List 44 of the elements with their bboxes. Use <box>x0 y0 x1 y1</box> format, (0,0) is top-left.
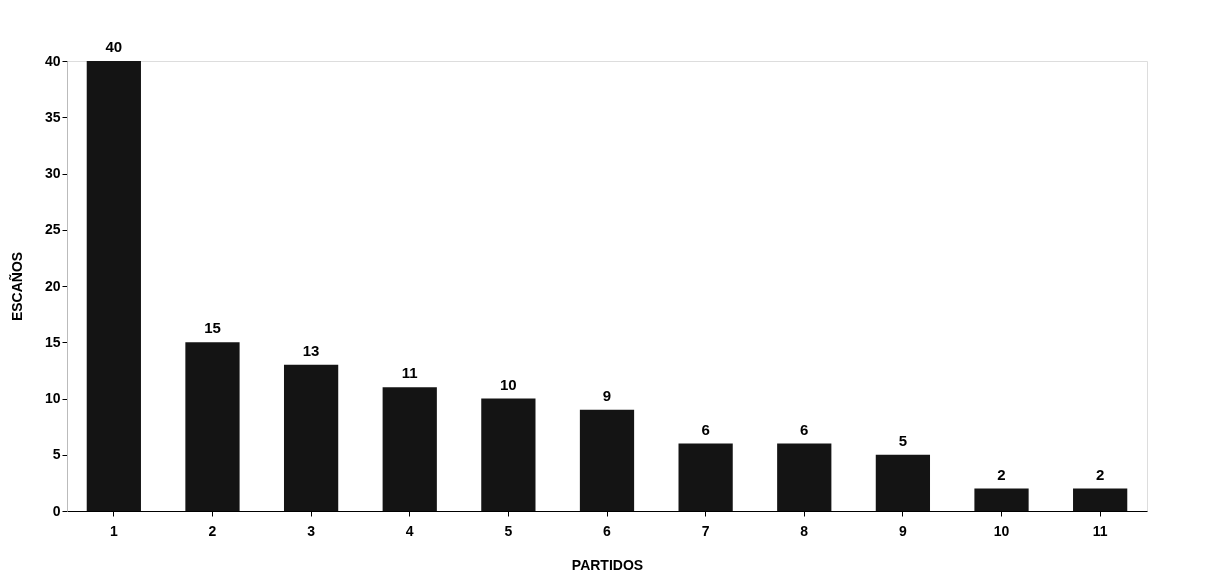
data-label: 11 <box>401 364 418 382</box>
x-tick-label: 10 <box>993 522 1010 539</box>
data-label: 40 <box>105 38 123 55</box>
y-tick-label: 35 <box>44 108 61 125</box>
bar <box>1073 488 1128 511</box>
data-label: 5 <box>898 431 908 449</box>
y-tick-label: 15 <box>44 333 61 350</box>
x-tick-label: 6 <box>603 522 612 539</box>
bar <box>777 443 832 511</box>
bar <box>382 387 437 511</box>
x-tick-label: 1 <box>109 522 118 539</box>
bar <box>481 398 536 511</box>
data-label: 2 <box>997 465 1006 483</box>
x-tick-label: 7 <box>701 522 710 539</box>
data-label: 6 <box>701 420 710 438</box>
y-tick-label: 25 <box>44 221 61 238</box>
data-label: 9 <box>602 386 612 404</box>
y-tick-label: 20 <box>44 277 61 294</box>
bar <box>283 364 339 511</box>
x-tick-label: 5 <box>504 522 513 539</box>
x-axis-title: PARTIDOS <box>571 556 644 573</box>
y-tick-label: 0 <box>52 502 61 519</box>
bar <box>875 454 931 511</box>
x-tick-label: 8 <box>800 522 809 539</box>
y-tick-label: 5 <box>52 446 61 463</box>
y-tick-label: 10 <box>44 390 61 406</box>
bar <box>974 488 1029 511</box>
bar <box>678 443 733 511</box>
bar <box>185 342 240 511</box>
bar <box>579 409 635 511</box>
y-axis-title: ESCAÑOS <box>7 251 25 322</box>
data-label: 13 <box>302 341 320 359</box>
x-tick-label: 4 <box>405 522 414 539</box>
y-tick-label: 40 <box>44 52 61 69</box>
data-label: 6 <box>800 420 809 438</box>
x-tick-label: 3 <box>307 522 316 539</box>
y-tick-label: 30 <box>44 165 61 181</box>
x-tick-label: 2 <box>208 522 217 539</box>
data-label: 15 <box>204 319 221 337</box>
bar <box>86 61 141 511</box>
x-tick-label: 9 <box>898 522 907 539</box>
x-tick-label: 11 <box>1092 522 1108 539</box>
data-label: 2 <box>1095 465 1105 483</box>
data-label: 10 <box>500 375 517 393</box>
